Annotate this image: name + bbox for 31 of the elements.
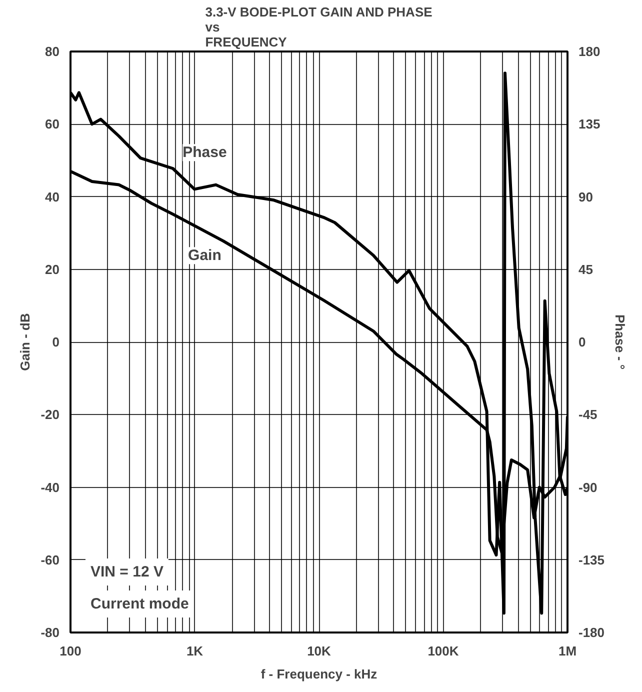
y2-tick-label: -180	[578, 625, 605, 640]
y-tick-label: 0	[52, 334, 60, 350]
x-axis-title: f - Frequency - kHz	[260, 666, 378, 682]
x-tick-label: 1M	[558, 644, 577, 658]
y-tick-label: 80	[45, 44, 60, 59]
y2-tick-label: -135	[578, 552, 605, 568]
x-tick-label: 1K	[186, 644, 204, 658]
y-tick-label: -60	[40, 552, 60, 568]
y2-tick-label: 0	[578, 334, 586, 350]
y-axis-title: Gain - dB	[18, 313, 33, 371]
series-label: Phase	[182, 144, 227, 162]
y-tick-label: 60	[45, 116, 60, 132]
x-tick-label: 10K	[307, 644, 332, 658]
annotation: VIN = 12 V	[90, 564, 164, 580]
y2-tick-label: -90	[578, 480, 598, 495]
y2-tick-label: 90	[578, 189, 593, 204]
x-tick-label: 100	[60, 644, 82, 658]
x-tick-label: 100K	[428, 644, 460, 658]
y-tick-label: -80	[40, 625, 60, 640]
y2-tick-label: 180	[578, 44, 600, 59]
y-tick-label: -40	[40, 480, 60, 495]
y2-axis-title: Phase - °	[612, 314, 628, 370]
y2-tick-label: -45	[578, 407, 598, 422]
y2-tick-label: 45	[578, 262, 593, 277]
y-tick-label: 20	[45, 262, 60, 277]
y-tick-label: -20	[40, 407, 60, 422]
series-label: Gain	[188, 247, 222, 264]
annotation: Current mode	[90, 596, 189, 612]
y2-tick-label: 135	[578, 116, 600, 132]
y-tick-label: 40	[45, 189, 60, 204]
chart-title: 3.3-V BODE-PLOT GAIN AND PHASE vs FREQUENCY	[205, 4, 433, 50]
